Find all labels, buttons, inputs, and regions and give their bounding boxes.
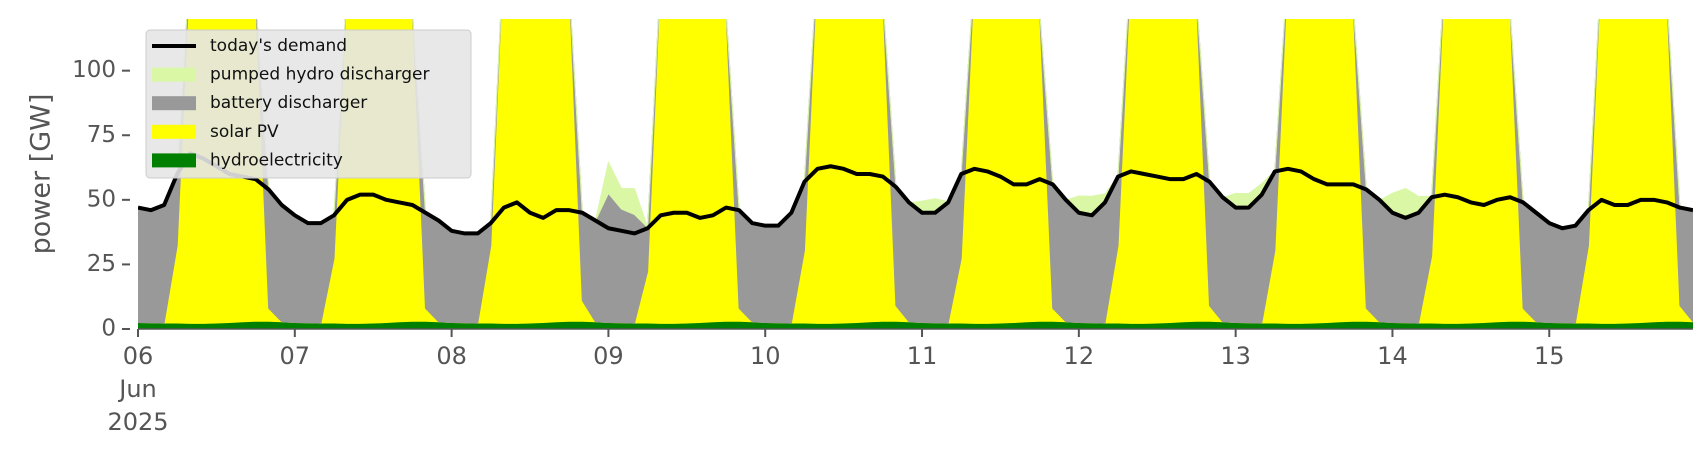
legend-swatch — [152, 153, 196, 168]
x-tick-label: 07 — [279, 342, 311, 370]
legend-swatch — [152, 67, 196, 82]
legend-label: battery discharger — [210, 93, 367, 113]
legend-label: today's demand — [210, 36, 347, 56]
y-tick-label: 25 — [87, 251, 116, 277]
demand-line — [138, 151, 1693, 236]
y-tick-label: 50 — [87, 186, 116, 212]
x-tick-label: 06 Jun 2025 — [107, 342, 169, 436]
legend-box — [145, 29, 472, 179]
y-axis-label: power [GW] — [26, 94, 57, 255]
x-tick-label: 10 — [749, 342, 781, 370]
area-1 — [138, 19, 1693, 234]
plot-area — [138, 19, 1693, 329]
x-tick-label: 12 — [1063, 342, 1095, 370]
x-tick-label: 15 — [1533, 342, 1565, 370]
legend-label: hydroelectricity — [210, 150, 343, 170]
legend-label: solar PV — [210, 122, 279, 142]
x-tick-label: 08 — [436, 342, 467, 370]
legend-label: pumped hydro discharger — [210, 65, 429, 85]
x-tick-label: 14 — [1377, 342, 1408, 370]
x-tick-label: 13 — [1220, 342, 1251, 370]
x-tick-label: 09 — [593, 342, 624, 370]
legend-swatch — [152, 96, 196, 111]
y-tick-label: 0 — [101, 316, 116, 342]
legend-swatch — [152, 124, 196, 139]
x-tick-label: 11 — [906, 342, 938, 370]
area-2 — [138, 19, 1693, 324]
y-tick-label: 100 — [72, 57, 116, 83]
y-tick-label: 75 — [87, 122, 116, 148]
